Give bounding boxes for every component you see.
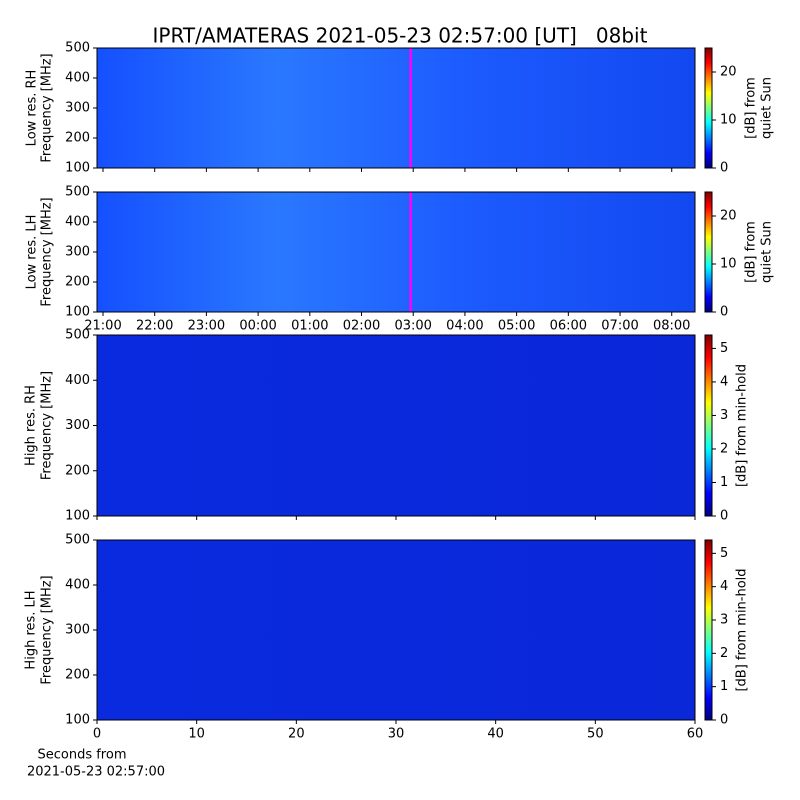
x-tick-label: 23:00 [188,319,225,334]
colorbar-tick-label: 2 [720,646,728,661]
colorbar [704,191,713,313]
y-tick-label: 500 [65,328,90,343]
x-tick-label: 50 [587,727,604,742]
y-tick-label: 300 [65,418,90,433]
x-tick-label: 40 [487,727,504,742]
colorbar [704,47,713,169]
colorbar-tick-label: 4 [720,374,728,389]
x-tick-label: 06:00 [550,319,587,334]
x-tick-label: 08:00 [653,319,690,334]
y-tick-label: 200 [65,463,90,478]
colorbar [704,334,713,517]
colorbar-tick-label: 3 [720,408,728,423]
x-tick-label: 20 [288,727,305,742]
colorbar-label: quiet Sun [760,77,775,139]
spectrogram [97,48,695,168]
colorbar-label: quiet Sun [760,221,775,283]
colorbar-tick-label: 5 [720,546,728,561]
y-axis-label: High res. RH [24,385,39,466]
y-tick-label: 100 [65,305,90,320]
spectrogram [97,192,695,312]
x-tick-label: 00:00 [239,319,276,334]
y-tick-label: 100 [65,161,90,176]
y-axis-label: Low res. LH [25,215,40,290]
spectrogram [97,335,695,516]
y-tick-label: 200 [65,131,90,146]
y-tick-label: 400 [65,373,90,388]
colorbar-tick-label: 1 [720,475,728,490]
colorbar-tick-label: 0 [720,713,728,728]
x-tick-label: 04:00 [446,319,483,334]
y-axis-label: Frequency [MHz] [40,371,55,480]
colorbar-tick-label: 0 [720,161,728,176]
y-tick-label: 500 [65,185,90,200]
colorbar-label: [dB] from min-hold [735,568,750,691]
colorbar-tick-label: 2 [720,441,728,456]
colorbar-tick-label: 3 [720,613,728,628]
colorbar-tick-label: 0 [720,509,728,524]
x-tick-label: 03:00 [394,319,431,334]
y-tick-label: 100 [65,713,90,728]
colorbar-tick-label: 5 [720,341,728,356]
y-axis-label: High res. LH [24,590,39,669]
colorbar-tick-label: 1 [720,679,728,694]
x-tick-label: 02:00 [343,319,380,334]
colorbar-label: [dB] from [744,221,759,283]
x-tick-label: 0 [93,727,101,742]
y-tick-label: 400 [65,215,90,230]
x-tick-label: 30 [388,727,405,742]
x-tick-label: 60 [687,727,704,742]
y-tick-label: 400 [65,71,90,86]
y-axis-label: Frequency [MHz] [40,575,55,684]
x-tick-label: 01:00 [291,319,328,334]
y-tick-label: 100 [65,509,90,524]
y-tick-label: 300 [65,623,90,638]
y-tick-label: 300 [65,101,90,116]
y-tick-label: 200 [65,275,90,290]
colorbar-tick-label: 20 [720,209,737,224]
x-tick-label: 05:00 [498,319,535,334]
spectrogram [97,540,695,720]
y-tick-label: 500 [65,533,90,548]
y-axis-label: Frequency [MHz] [40,53,55,162]
x-axis-label: Seconds from [37,748,126,763]
y-axis-label: Frequency [MHz] [40,197,55,306]
colorbar [704,539,713,721]
x-axis-label: 2021-05-23 02:57:00 [27,765,165,780]
colorbar-label: [dB] from min-hold [735,364,750,487]
colorbar-tick-label: 0 [720,305,728,320]
y-axis-label: Low res. RH [25,70,40,147]
colorbar-tick-label: 20 [720,65,737,80]
y-tick-label: 400 [65,578,90,593]
y-tick-label: 500 [65,41,90,56]
x-tick-label: 22:00 [136,319,173,334]
colorbar-tick-label: 10 [720,257,737,272]
x-tick-label: 21:00 [84,319,121,334]
colorbar-label: [dB] from [744,77,759,139]
y-tick-label: 200 [65,668,90,683]
figure-title: IPRT/AMATERAS 2021-05-23 02:57:00 [UT] 0… [153,24,648,48]
colorbar-tick-label: 10 [720,113,737,128]
x-tick-label: 10 [188,727,205,742]
colorbar-tick-label: 4 [720,579,728,594]
y-tick-label: 300 [65,245,90,260]
x-tick-label: 07:00 [601,319,638,334]
